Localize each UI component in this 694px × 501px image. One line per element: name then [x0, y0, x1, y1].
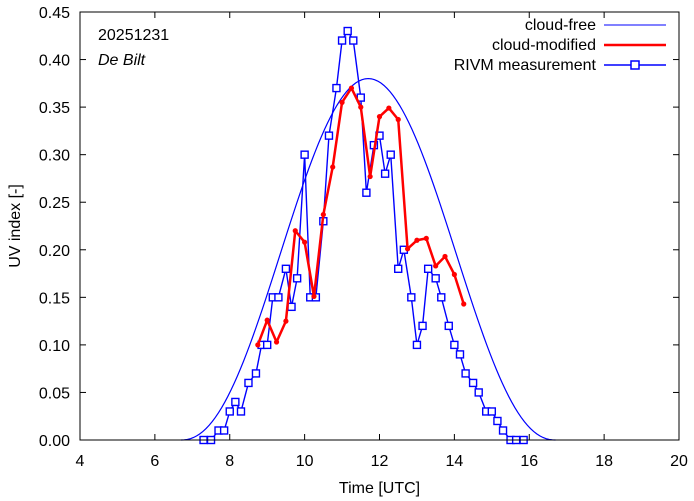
x-tick-label: 16 — [520, 453, 538, 470]
rivm-measurement-point — [423, 264, 433, 273]
cloud-modified-point — [367, 173, 373, 180]
cloud-modified-point — [433, 263, 439, 269]
cloud-modified-point — [461, 301, 467, 307]
y-tick-label: 0.20 — [39, 243, 70, 260]
cloud-modified-point — [320, 211, 326, 218]
rivm-measurement-point — [225, 407, 234, 416]
cloud-modified-point — [283, 318, 289, 324]
cloud-modified-point — [451, 271, 457, 278]
x-tick-label: 18 — [595, 453, 613, 470]
cloud-modified-point — [376, 114, 383, 120]
rivm-measurement-point — [450, 340, 459, 350]
x-tick-label: 12 — [371, 453, 389, 470]
cloud-modified-point — [311, 293, 317, 299]
rivm-measurement-point — [343, 26, 352, 36]
x-tick-label: 6 — [150, 453, 159, 470]
rivm-measurement-point — [431, 274, 440, 283]
series-line-rivm-measurement — [203, 29, 524, 441]
series-line-cloud-free — [181, 77, 556, 441]
legend: cloud-free cloud-modified RIVM measureme… — [454, 17, 666, 74]
rivm-measurement-point — [474, 388, 483, 397]
cloud-modified-point — [358, 104, 364, 110]
cloud-modified-point — [302, 239, 308, 245]
rivm-measurement-point — [262, 340, 272, 350]
rivm-measurement-point — [487, 407, 497, 416]
legend-entry-cloud-modified: cloud-modified — [492, 37, 666, 54]
legend-entry-cloud-free: cloud-free — [525, 17, 666, 34]
y-tick-label: 0.10 — [39, 338, 70, 355]
rivm-measurement-point — [287, 302, 296, 312]
x-axis-label: Time [UTC] — [339, 480, 420, 497]
rivm-measurement-point — [380, 169, 390, 178]
rivm-measurement-point — [281, 264, 291, 273]
rivm-measurement-point — [407, 293, 416, 302]
rivm-measurement-point — [236, 407, 246, 416]
legend-entry-rivm-measurement: RIVM measurement — [454, 57, 666, 74]
y-axis-label: UV index [-] — [7, 184, 24, 268]
rivm-measurement-point — [412, 340, 422, 350]
rivm-measurement-point — [251, 369, 261, 378]
cloud-modified-point — [255, 342, 261, 348]
rivm-measurement-point — [394, 264, 403, 273]
y-tick-label: 0.35 — [39, 100, 70, 117]
legend-label-cloud-free: cloud-free — [525, 17, 596, 34]
rivm-measurement-point — [337, 36, 347, 45]
legend-label-rivm-measurement: RIVM measurement — [454, 57, 597, 74]
rivm-measurement-point — [332, 83, 341, 93]
cloud-modified-point — [292, 228, 298, 234]
y-tick-label: 0.45 — [39, 5, 70, 22]
y-tick-label: 0.15 — [39, 290, 70, 307]
rivm-measurement-point — [274, 293, 283, 302]
rivm-measurement-point — [362, 188, 371, 197]
rivm-measurement-point — [300, 150, 309, 159]
y-tick-label: 0.40 — [39, 53, 70, 70]
rivm-measurement-point — [292, 274, 302, 283]
rivm-measurement-point — [437, 293, 446, 302]
cloud-modified-point — [414, 237, 420, 243]
cloud-modified-point — [423, 235, 429, 241]
rivm-measurement-point — [493, 416, 502, 426]
legend-label-cloud-modified: cloud-modified — [492, 37, 596, 54]
rivm-measurement-point — [349, 36, 358, 45]
legend-marker-rivm-measurement — [630, 60, 640, 70]
rivm-measurement-point — [444, 321, 453, 331]
rivm-measurement-point — [455, 350, 465, 359]
cloud-modified-point — [395, 116, 401, 123]
series-layer — [181, 26, 556, 445]
rivm-measurement-point — [219, 426, 229, 435]
date-label: 20251231 — [98, 27, 169, 44]
rivm-measurement-point — [386, 150, 395, 159]
cloud-modified-point — [386, 105, 392, 111]
cloud-modified-point — [348, 85, 355, 91]
plot-frame — [79, 11, 680, 441]
y-tick-label: 0.25 — [39, 195, 70, 212]
x-tick-label: 10 — [296, 453, 314, 470]
cloud-modified-point — [339, 99, 345, 105]
rivm-measurement-point — [231, 397, 240, 407]
rivm-measurement-point — [244, 378, 253, 388]
cloud-modified-point — [264, 317, 270, 323]
y-tick-label: 0.30 — [39, 148, 70, 165]
rivm-measurement-point — [468, 378, 478, 388]
cloud-modified-point — [404, 246, 411, 252]
y-tick-label: 0.00 — [39, 433, 70, 450]
x-tick-label: 14 — [445, 453, 463, 470]
cloud-modified-point — [442, 253, 448, 260]
cloud-modified-point — [330, 164, 336, 170]
x-tick-label: 4 — [76, 453, 85, 470]
rivm-measurement-point — [498, 426, 508, 435]
y-tick-label: 0.05 — [39, 385, 70, 402]
x-tick-label: 8 — [225, 453, 234, 470]
rivm-measurement-point — [324, 131, 334, 140]
location-label: De Bilt — [98, 52, 146, 69]
rivm-measurement-point — [418, 321, 427, 331]
cloud-modified-point — [273, 339, 280, 345]
tick-marks — [79, 11, 680, 441]
tick-labels: 4 6 8 10 12 14 16 18 20 0.00 0.05 0.10 0.15 0.20 0.25 0… — [39, 5, 688, 470]
x-tick-label: 20 — [670, 453, 688, 470]
rivm-measurement-point — [461, 369, 470, 378]
